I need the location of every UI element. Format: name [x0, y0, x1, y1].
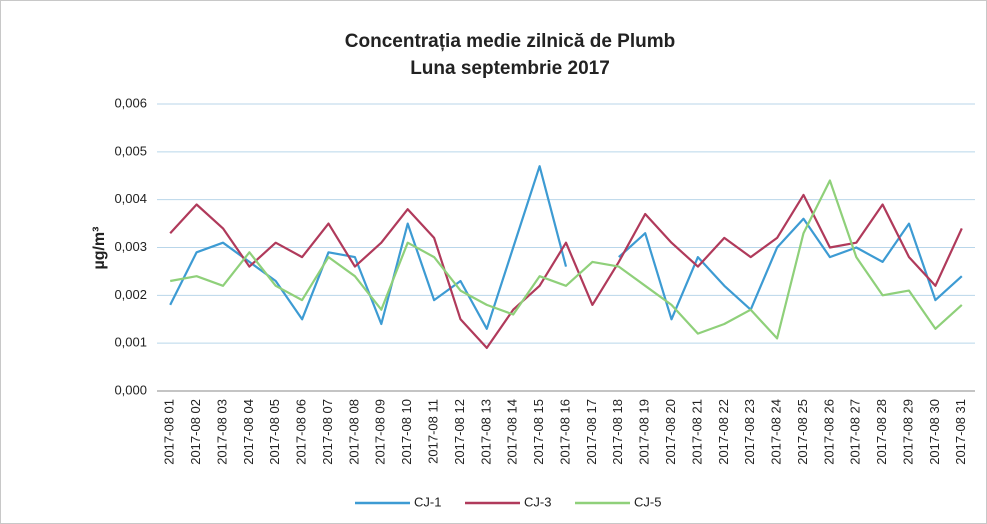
x-tick-label: 2017-08 14 — [505, 399, 520, 465]
x-tick-label: 2017-08 01 — [162, 399, 177, 465]
y-tick-label: 0,001 — [114, 335, 147, 350]
x-tick-label: 2017-08 28 — [874, 399, 889, 465]
x-tick-label: 2017-08 29 — [900, 399, 915, 465]
x-tick-label: 2017-08 06 — [294, 399, 309, 465]
x-tick-label: 2017-08 11 — [426, 399, 441, 464]
x-tick-label: 2017-08 22 — [716, 399, 731, 465]
y-tick-label: 0,004 — [114, 191, 147, 206]
chart-title: Concentrația medie zilnică de Plumb — [345, 31, 675, 52]
y-tick-label: 0,003 — [114, 239, 147, 254]
legend-label: CJ-5 — [634, 494, 661, 509]
x-tick-label: 2017-08 04 — [241, 399, 256, 465]
x-tick-label: 2017-08 08 — [346, 399, 361, 465]
x-tick-label: 2017-08 10 — [399, 399, 414, 465]
x-tick-label: 2017-08 27 — [848, 399, 863, 465]
y-axis-label: µg/m³ — [91, 227, 108, 270]
x-tick-label: 2017-08 31 — [953, 399, 968, 465]
x-tick-label: 2017-08 02 — [188, 399, 203, 465]
x-tick-label: 2017-08 24 — [769, 399, 784, 465]
x-tick-label: 2017-08 05 — [267, 399, 282, 465]
y-tick-label: 0,002 — [114, 287, 147, 302]
chart-subtitle: Luna septembrie 2017 — [410, 58, 610, 79]
y-tick-label: 0,006 — [114, 95, 147, 110]
x-tick-label: 2017-08 30 — [927, 399, 942, 465]
data-line — [169, 193, 963, 349]
x-tick-label: 2017-08 07 — [320, 399, 335, 465]
data-line — [170, 179, 963, 340]
x-tick-label: 2017-08 17 — [584, 399, 599, 465]
y-tick-label: 0,000 — [114, 382, 147, 397]
y-tick-label: 0,005 — [114, 143, 147, 158]
x-tick-label: 2017-08 20 — [663, 399, 678, 465]
x-tick-label: 2017-08 03 — [214, 399, 229, 465]
x-tick-label: 2017-08 09 — [373, 399, 388, 465]
x-tick-label: 2017-08 21 — [689, 399, 704, 465]
legend-label: CJ-3 — [524, 494, 551, 509]
x-tick-label: 2017-08 26 — [821, 399, 836, 465]
x-tick-label: 2017-08 23 — [742, 399, 757, 465]
x-tick-label: 2017-08 19 — [637, 399, 652, 465]
legend-label: CJ-1 — [414, 494, 441, 509]
x-tick-label: 2017-08 25 — [795, 399, 810, 465]
x-tick-label: 2017-08 13 — [478, 399, 493, 465]
x-tick-label: 2017-08 12 — [452, 399, 467, 465]
x-tick-label: 2017-08 18 — [610, 399, 625, 465]
x-tick-label: 2017-08 15 — [531, 399, 546, 465]
x-tick-label: 2017-08 16 — [557, 399, 572, 465]
